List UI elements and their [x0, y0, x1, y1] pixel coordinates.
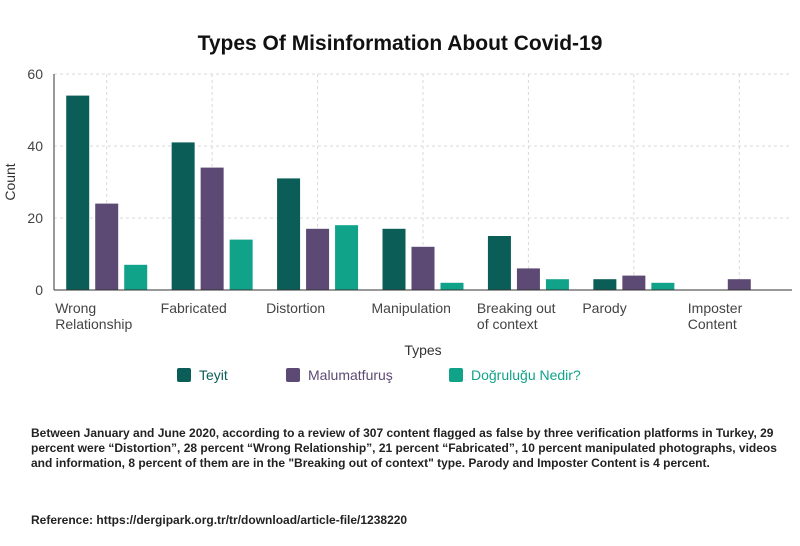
bar	[335, 225, 359, 290]
chart-caption: Between January and June 2020, according…	[31, 426, 777, 470]
bar	[487, 236, 511, 290]
bar	[66, 95, 90, 290]
x-tick-label: Imposter Content	[688, 300, 743, 332]
bar	[727, 279, 751, 290]
bar	[622, 275, 646, 290]
bar	[95, 203, 119, 290]
legend-swatch	[286, 368, 300, 382]
x-tick-label: Distortion	[266, 300, 325, 316]
bar	[171, 142, 195, 290]
bar	[200, 167, 224, 290]
y-axis-label: Count	[2, 163, 18, 200]
x-tick-label: Wrong Relationship	[55, 300, 132, 332]
axes: 0 20 40 60 Wrong Relationship Fabricated Distor…	[27, 66, 792, 332]
legend-swatch	[449, 368, 463, 382]
x-tick-label: Parody	[582, 300, 626, 316]
x-tick-label: Breaking out of context	[477, 300, 556, 332]
bar	[382, 228, 406, 290]
legend-label: Teyit	[199, 367, 228, 383]
chart-title: Types Of Misinformation About Covid-19	[198, 32, 603, 55]
reference-note: Reference: https://dergipark.org.tr/tr/d…	[31, 513, 408, 527]
bar	[306, 228, 330, 290]
x-tick-label: Fabricated	[161, 300, 227, 316]
y-tick-label: 40	[27, 138, 43, 154]
bar	[440, 282, 464, 290]
legend-label: Doğruluğu Nedir?	[471, 367, 581, 383]
bar	[229, 239, 253, 290]
y-tick-label: 0	[35, 282, 43, 298]
bar	[516, 268, 540, 290]
misinformation-bar-chart: Types Of Misinformation About Covid-19 0…	[2, 32, 792, 383]
y-tick-label: 20	[27, 210, 43, 226]
x-tick-label: Manipulation	[372, 300, 451, 316]
x-axis-label: Types	[404, 342, 441, 358]
legend: Teyit Malumatfuruş Doğruluğu Nedir?	[177, 367, 581, 383]
legend-swatch	[177, 368, 191, 382]
bar	[277, 178, 301, 290]
bar	[411, 246, 435, 290]
y-tick-label: 60	[27, 66, 43, 82]
bar	[124, 264, 148, 290]
bar	[651, 282, 675, 290]
bar	[545, 279, 569, 290]
legend-label: Malumatfuruş	[308, 367, 393, 383]
bar	[593, 279, 617, 290]
bars	[66, 95, 751, 290]
